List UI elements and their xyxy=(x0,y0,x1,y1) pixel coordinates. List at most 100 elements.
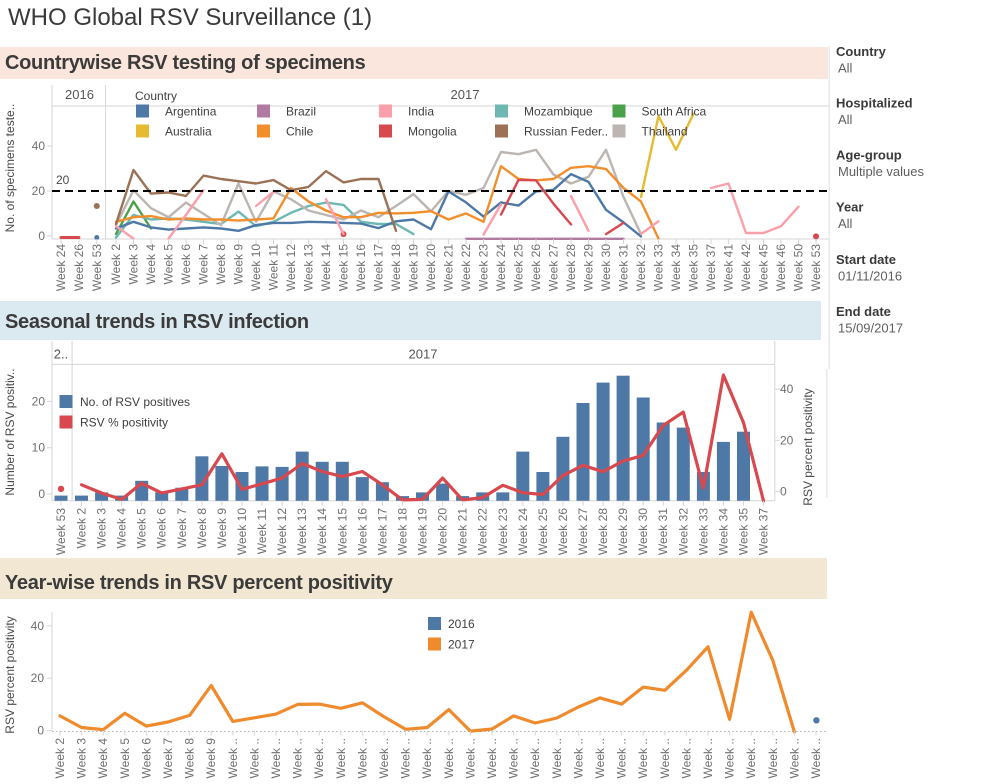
svg-text:Week 8: Week 8 xyxy=(183,738,197,779)
svg-text:Week 53: Week 53 xyxy=(90,244,104,291)
svg-text:Week ..: Week .. xyxy=(442,738,456,778)
svg-text:Week ..: Week .. xyxy=(269,738,283,778)
svg-text:Week ..: Week .. xyxy=(334,738,348,778)
svg-text:Week ..: Week .. xyxy=(658,738,672,778)
svg-text:Week 12: Week 12 xyxy=(275,508,289,555)
svg-text:Week 18: Week 18 xyxy=(396,508,410,555)
svg-text:Week 16: Week 16 xyxy=(355,508,369,555)
svg-text:2..: 2.. xyxy=(54,347,68,362)
svg-text:Week 30: Week 30 xyxy=(636,508,650,555)
svg-text:2016: 2016 xyxy=(448,617,475,631)
svg-text:Week 15: Week 15 xyxy=(337,244,351,291)
svg-text:20: 20 xyxy=(780,433,794,447)
svg-text:Week 9: Week 9 xyxy=(204,738,218,779)
svg-text:01/11/2016: 01/11/2016 xyxy=(838,269,902,284)
svg-text:Week 3: Week 3 xyxy=(127,244,141,285)
svg-text:Week 20: Week 20 xyxy=(436,508,450,555)
svg-text:Week ..: Week .. xyxy=(593,738,607,778)
svg-text:Week 15: Week 15 xyxy=(335,508,349,555)
svg-text:Week 5: Week 5 xyxy=(118,738,132,779)
svg-text:All: All xyxy=(838,216,853,231)
svg-text:Week 14: Week 14 xyxy=(319,244,333,291)
svg-text:2017: 2017 xyxy=(448,638,475,652)
svg-text:Week 2: Week 2 xyxy=(75,508,89,549)
svg-text:Week 6: Week 6 xyxy=(139,738,153,779)
svg-text:Week 21: Week 21 xyxy=(442,244,456,291)
svg-text:Number of RSV positiv..: Number of RSV positiv.. xyxy=(3,368,17,495)
svg-text:Australia: Australia xyxy=(165,125,212,139)
svg-text:Week 26: Week 26 xyxy=(529,244,543,291)
svg-text:2016: 2016 xyxy=(65,87,94,102)
svg-text:Week 53: Week 53 xyxy=(809,244,823,291)
svg-text:Week 31: Week 31 xyxy=(617,244,631,291)
svg-text:Week 9: Week 9 xyxy=(215,508,229,549)
svg-text:RSV percent positivity: RSV percent positivity xyxy=(801,388,815,505)
svg-text:Week ..: Week .. xyxy=(809,738,823,778)
svg-text:No. of specimens teste..: No. of specimens teste.. xyxy=(3,104,17,233)
svg-text:Week 2: Week 2 xyxy=(109,244,123,285)
svg-text:India: India xyxy=(408,105,434,119)
svg-text:Week 13: Week 13 xyxy=(295,508,309,555)
svg-text:Week 27: Week 27 xyxy=(547,244,561,291)
svg-text:Age-group: Age-group xyxy=(836,148,902,163)
svg-text:Week 29: Week 29 xyxy=(582,244,596,291)
svg-text:Week ..: Week .. xyxy=(787,738,801,778)
svg-text:Week 41: Week 41 xyxy=(722,244,736,291)
svg-text:Week 16: Week 16 xyxy=(354,244,368,291)
svg-text:Week 2: Week 2 xyxy=(53,738,67,779)
svg-text:Russian Feder..: Russian Feder.. xyxy=(524,125,608,139)
svg-text:Week 5: Week 5 xyxy=(135,508,149,549)
svg-text:Start date: Start date xyxy=(836,252,896,267)
svg-text:Week 12: Week 12 xyxy=(284,244,298,291)
svg-text:0: 0 xyxy=(38,229,45,243)
svg-text:Week 31: Week 31 xyxy=(656,508,670,555)
svg-text:Week 25: Week 25 xyxy=(512,244,526,291)
svg-text:Week 32: Week 32 xyxy=(634,244,648,291)
svg-text:Week 28: Week 28 xyxy=(564,244,578,291)
svg-text:Year: Year xyxy=(836,200,863,215)
svg-text:Week ..: Week .. xyxy=(507,738,521,778)
svg-text:0: 0 xyxy=(38,487,45,501)
svg-text:Week 32: Week 32 xyxy=(676,508,690,555)
svg-text:Week 45: Week 45 xyxy=(757,244,771,291)
svg-text:Country: Country xyxy=(135,89,177,103)
svg-text:Multiple values: Multiple values xyxy=(838,164,924,179)
svg-text:Week 26: Week 26 xyxy=(72,244,86,291)
svg-text:Week ..: Week .. xyxy=(615,738,629,778)
svg-text:Week 27: Week 27 xyxy=(576,508,590,555)
svg-text:Week 53: Week 53 xyxy=(54,508,68,555)
svg-text:Week ..: Week .. xyxy=(312,738,326,778)
svg-text:Brazil: Brazil xyxy=(286,105,316,119)
svg-text:Week 17: Week 17 xyxy=(372,244,386,291)
svg-text:Week 11: Week 11 xyxy=(267,244,281,291)
svg-text:Week 37: Week 37 xyxy=(704,244,718,291)
svg-text:Week 6: Week 6 xyxy=(155,508,169,549)
svg-text:Week 8: Week 8 xyxy=(214,244,228,285)
svg-text:Week 34: Week 34 xyxy=(669,244,683,291)
svg-text:Week ..: Week .. xyxy=(679,738,693,778)
svg-text:2017: 2017 xyxy=(409,347,438,362)
svg-text:20: 20 xyxy=(32,184,46,198)
svg-text:Week 37: Week 37 xyxy=(757,508,771,555)
svg-text:Week ..: Week .. xyxy=(355,738,369,778)
svg-text:Week 7: Week 7 xyxy=(197,244,211,285)
svg-text:Week ..: Week .. xyxy=(377,738,391,778)
svg-text:Argentina: Argentina xyxy=(165,105,217,119)
svg-text:Week ..: Week .. xyxy=(463,738,477,778)
svg-text:Week 8: Week 8 xyxy=(195,508,209,549)
svg-text:Week ..: Week .. xyxy=(226,738,240,778)
svg-text:Week 3: Week 3 xyxy=(95,508,109,549)
svg-text:Week 13: Week 13 xyxy=(302,244,316,291)
svg-text:20: 20 xyxy=(56,173,70,187)
svg-text:No. of RSV positives: No. of RSV positives xyxy=(80,395,190,409)
svg-text:Week 6: Week 6 xyxy=(179,244,193,285)
svg-text:Week ..: Week .. xyxy=(420,738,434,778)
svg-text:Country: Country xyxy=(836,44,887,59)
svg-text:Week 26: Week 26 xyxy=(556,508,570,555)
svg-text:Week 24: Week 24 xyxy=(54,244,68,291)
svg-text:2017: 2017 xyxy=(451,87,480,102)
svg-text:Week ..: Week .. xyxy=(528,738,542,778)
svg-text:0: 0 xyxy=(780,485,787,499)
svg-text:Week 24: Week 24 xyxy=(516,508,530,555)
svg-text:Week ..: Week .. xyxy=(485,738,499,778)
